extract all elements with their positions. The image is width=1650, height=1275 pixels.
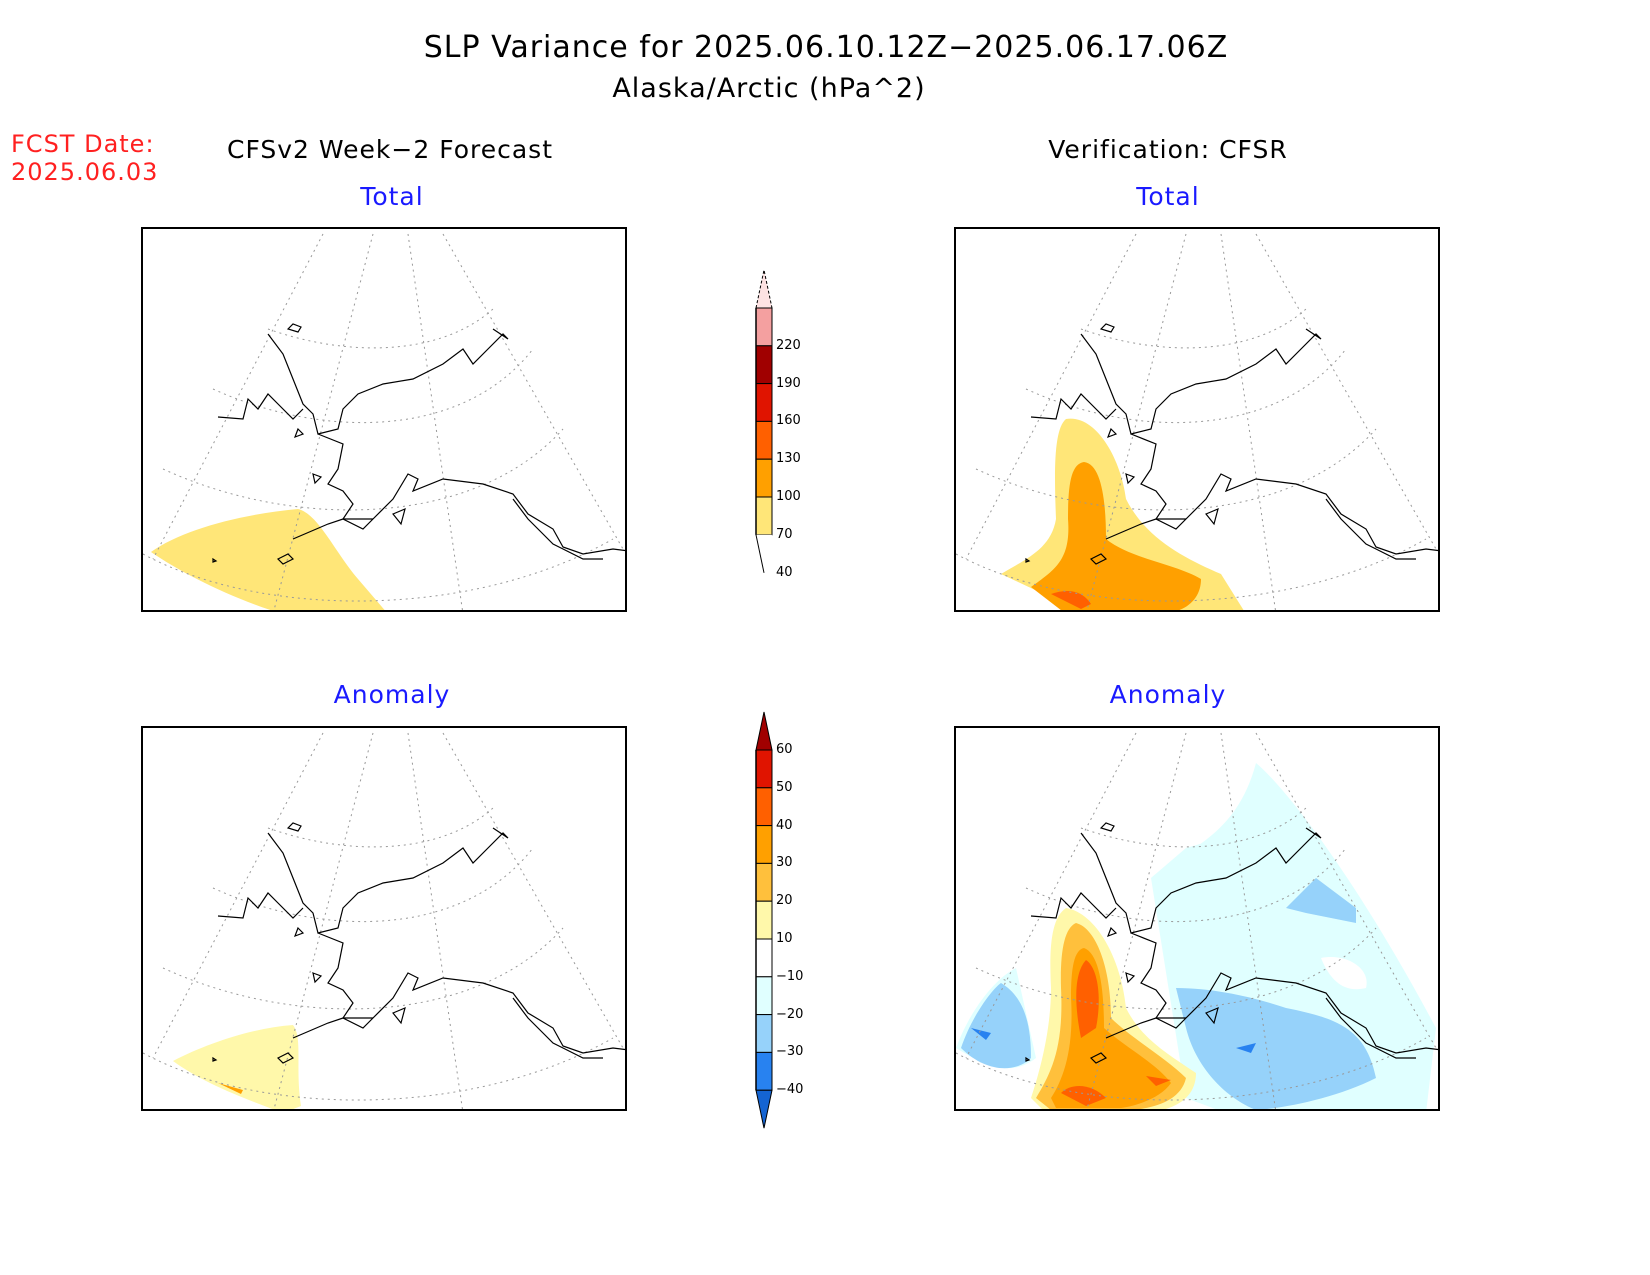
colorbar-segment	[755, 976, 773, 1016]
forecast-anomaly-map	[141, 726, 627, 1111]
colorbar-tick-label: 220	[776, 337, 801, 353]
colorbar-segment	[755, 383, 773, 422]
basemap	[143, 732, 625, 1109]
fcst-date-block: FCST Date: 2025.06.03	[11, 130, 158, 186]
colorbar-top-arrow	[755, 711, 773, 751]
colorbar-tick-label: 40	[776, 564, 793, 580]
verification-anomaly-shading	[956, 763, 1436, 1109]
anomaly-colorbar: 60 50 40 30 20 10 −10 −20 −30 −40	[740, 700, 820, 1140]
forecast-anomaly-title: Anomaly	[333, 680, 451, 709]
colorbar-segment	[755, 307, 773, 347]
colorbar-top-arrow	[755, 269, 773, 309]
figure-title: SLP Variance for 2025.06.10.12Z−2025.06.…	[423, 30, 1229, 65]
colorbar-tick-label: −10	[776, 968, 804, 984]
fcst-date-label: FCST Date:	[11, 130, 155, 158]
colorbar-bottom-arrow	[756, 534, 772, 573]
verification-total-shading	[1001, 418, 1244, 610]
colorbar-segment	[755, 825, 773, 864]
verification-total-title: Total	[1136, 182, 1200, 211]
basemap	[143, 233, 625, 610]
colorbar-segment	[755, 862, 773, 902]
basemap	[956, 233, 1438, 610]
colorbar-tick-label: −40	[776, 1082, 804, 1098]
colorbar-segment	[755, 1014, 773, 1053]
colorbar-tick-label: 30	[776, 855, 793, 871]
figure-subtitle: Alaska/Arctic (hPa^2)	[612, 73, 926, 104]
colorbar-segment	[755, 787, 773, 827]
colorbar-graphic	[755, 711, 773, 1129]
verification-anomaly-map	[954, 726, 1440, 1111]
basemap	[956, 732, 1438, 1109]
colorbar-segment	[755, 900, 773, 940]
colorbar-tick-label: 130	[776, 451, 801, 467]
forecast-total-title: Total	[360, 182, 424, 211]
colorbar-segment	[755, 345, 773, 385]
forecast-total-map	[141, 227, 627, 612]
colorbar-bottom-arrow	[755, 1089, 773, 1129]
colorbar-segment	[755, 458, 773, 498]
colorbar-segment	[755, 496, 773, 536]
colorbar-segment	[755, 938, 773, 978]
colorbar-tick-label: −30	[776, 1044, 804, 1060]
fcst-date-value: 2025.06.03	[11, 158, 159, 186]
verification-anomaly-title: Anomaly	[1109, 680, 1227, 709]
colorbar-bottom-arrow-edge	[755, 534, 765, 573]
colorbar-segment	[755, 420, 773, 460]
colorbar-segment	[755, 749, 773, 789]
colorbar-graphic	[755, 269, 773, 573]
colorbar-tick-label: −20	[776, 1006, 804, 1022]
colorbar-tick-label: 50	[776, 779, 793, 795]
right-column-title: Verification: CFSR	[1048, 135, 1288, 164]
colorbar-tick-label: 190	[776, 375, 801, 391]
left-column-title: CFSv2 Week−2 Forecast	[227, 135, 553, 164]
colorbar-tick-label: 70	[776, 526, 793, 542]
colorbar-tick-label: 10	[776, 931, 793, 946]
forecast-anomaly-shading	[173, 1025, 301, 1109]
colorbar-tick-label: 20	[776, 893, 793, 909]
verification-total-map	[954, 227, 1440, 612]
colorbar-tick-label: 160	[776, 413, 801, 429]
colorbar-segment	[755, 1051, 773, 1091]
total-colorbar: 220 190 160 130 100 70 40	[740, 260, 820, 590]
colorbar-tick-label: 100	[776, 489, 801, 504]
colorbar-tick-label: 40	[776, 817, 793, 833]
forecast-total-shading	[151, 509, 385, 610]
colorbar-tick-label: 60	[776, 742, 793, 757]
